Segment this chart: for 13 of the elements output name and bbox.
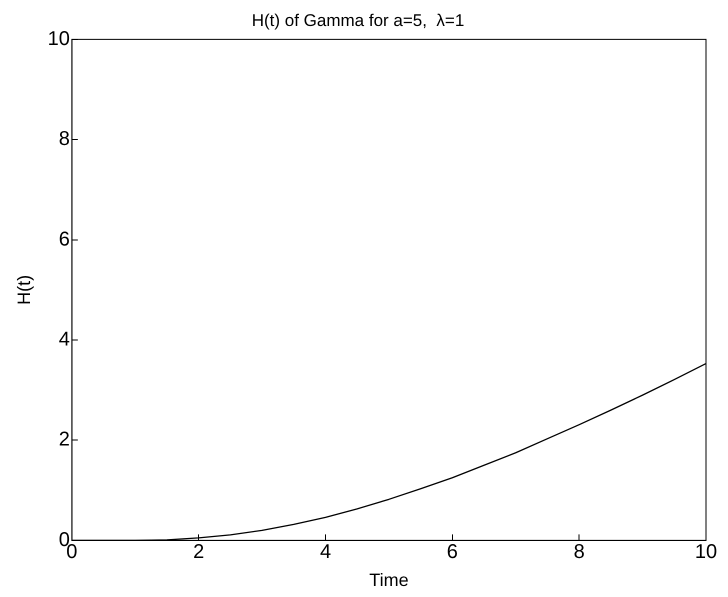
x-tick-label: 6 — [446, 540, 458, 563]
chart-title: H(t) of Gamma for a=5, λ=1 — [252, 10, 464, 30]
y-tick-label: 8 — [58, 128, 70, 150]
x-tick-label: 4 — [320, 540, 332, 563]
x-tick-label: 8 — [574, 540, 585, 563]
y-tick-label: 4 — [58, 328, 70, 351]
y-axis-title: H(t) — [14, 274, 34, 305]
x-tick-label: 10 — [694, 540, 718, 563]
y-tick-label: 2 — [58, 428, 70, 451]
x-tick-label: 2 — [193, 540, 204, 563]
x-axis-title: Time — [369, 570, 409, 590]
y-tick-label: 10 — [48, 28, 70, 50]
y-tick-label: 6 — [58, 228, 70, 250]
